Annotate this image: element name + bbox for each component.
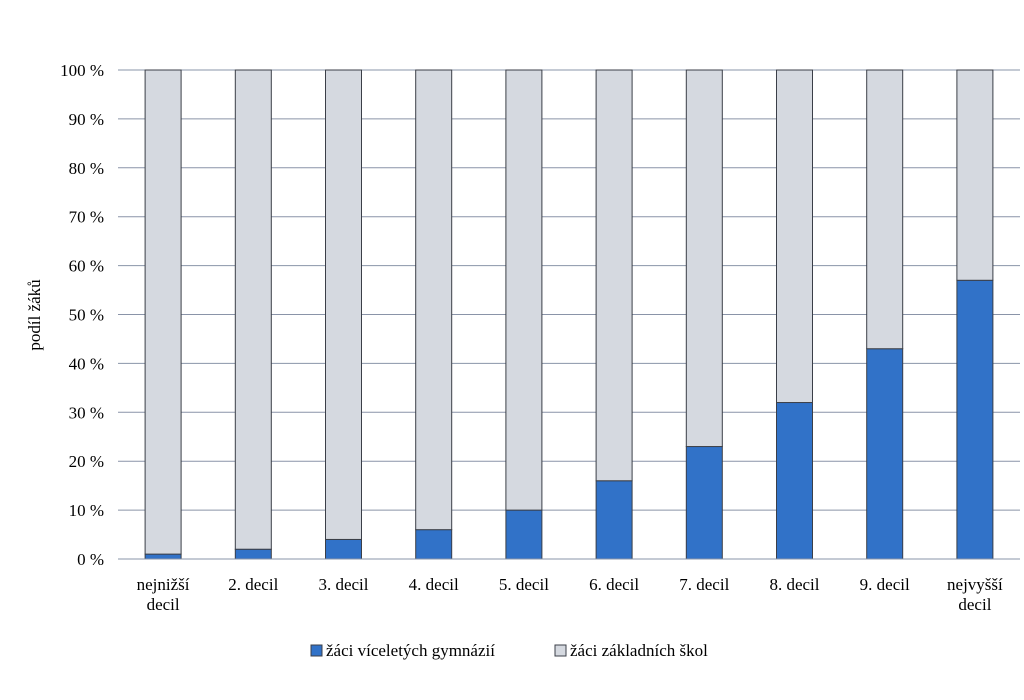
bar-segment-basic-school bbox=[595, 69, 633, 482]
x-tick-label: 2. decil bbox=[228, 575, 278, 594]
y-tick-label: 60 % bbox=[69, 257, 104, 276]
legend-label: žáci základních škol bbox=[570, 641, 708, 660]
x-tick-label: 8. decil bbox=[769, 575, 819, 594]
y-tick-label: 90 % bbox=[69, 110, 104, 129]
bar-segment-basic-school bbox=[956, 69, 994, 281]
bar-segment-gymnasium bbox=[956, 279, 994, 560]
y-tick-label: 20 % bbox=[69, 452, 104, 471]
x-tick-label: 9. decil bbox=[860, 575, 910, 594]
axes: 0 % 10 % 20 % 30 % 40 % 50 % 60 % 70 % 80 % 90 % 1… bbox=[60, 61, 1020, 614]
legend: žáci víceletých gymnázií žáci základních … bbox=[310, 641, 708, 660]
x-tick-label: 6. decil bbox=[589, 575, 639, 594]
y-tick-label: 80 % bbox=[69, 159, 104, 178]
y-tick-label: 50 % bbox=[69, 306, 104, 325]
bar-segment-gymnasium bbox=[505, 509, 543, 560]
x-tick-label: 3. decil bbox=[318, 575, 368, 594]
bar-segment-basic-school bbox=[685, 69, 723, 448]
bar-segment-gymnasium bbox=[144, 553, 182, 560]
legend-swatch bbox=[554, 644, 567, 657]
x-tick-label: nejnižší decil bbox=[137, 575, 190, 614]
legend-label: žáci víceletých gymnázií bbox=[326, 641, 495, 660]
bar-segment-basic-school bbox=[144, 69, 182, 555]
bar-segment-gymnasium bbox=[866, 348, 904, 560]
bar-segment-basic-school bbox=[866, 69, 904, 350]
bar-segment-basic-school bbox=[505, 69, 543, 511]
bar-segment-gymnasium bbox=[685, 446, 723, 560]
bars bbox=[144, 69, 994, 560]
bar-segment-basic-school bbox=[325, 69, 362, 540]
bar-segment-gymnasium bbox=[325, 538, 362, 560]
bar-segment-basic-school bbox=[415, 69, 453, 531]
bar-segment-gymnasium bbox=[595, 480, 633, 560]
y-tick-label: 0 % bbox=[77, 550, 104, 569]
y-tick-label: 100 % bbox=[60, 61, 104, 80]
y-tick-label: 40 % bbox=[69, 354, 104, 373]
bar-segment-gymnasium bbox=[776, 402, 813, 560]
x-tick-label: 7. decil bbox=[679, 575, 729, 594]
y-tick-label: 30 % bbox=[69, 403, 104, 422]
bar-segment-gymnasium bbox=[415, 529, 453, 560]
x-tick-label: 5. decil bbox=[499, 575, 549, 594]
x-tick-label: nejvyšší decil bbox=[947, 575, 1003, 614]
bar-segment-basic-school bbox=[776, 69, 813, 404]
bar-segment-gymnasium bbox=[234, 548, 272, 560]
y-tick-label: 10 % bbox=[69, 501, 104, 520]
y-axis-title: podíl žáků bbox=[25, 279, 44, 351]
legend-swatch bbox=[310, 644, 323, 657]
y-tick-label: 70 % bbox=[69, 208, 104, 227]
x-tick-label: 4. decil bbox=[409, 575, 459, 594]
bar-segment-basic-school bbox=[234, 69, 272, 550]
